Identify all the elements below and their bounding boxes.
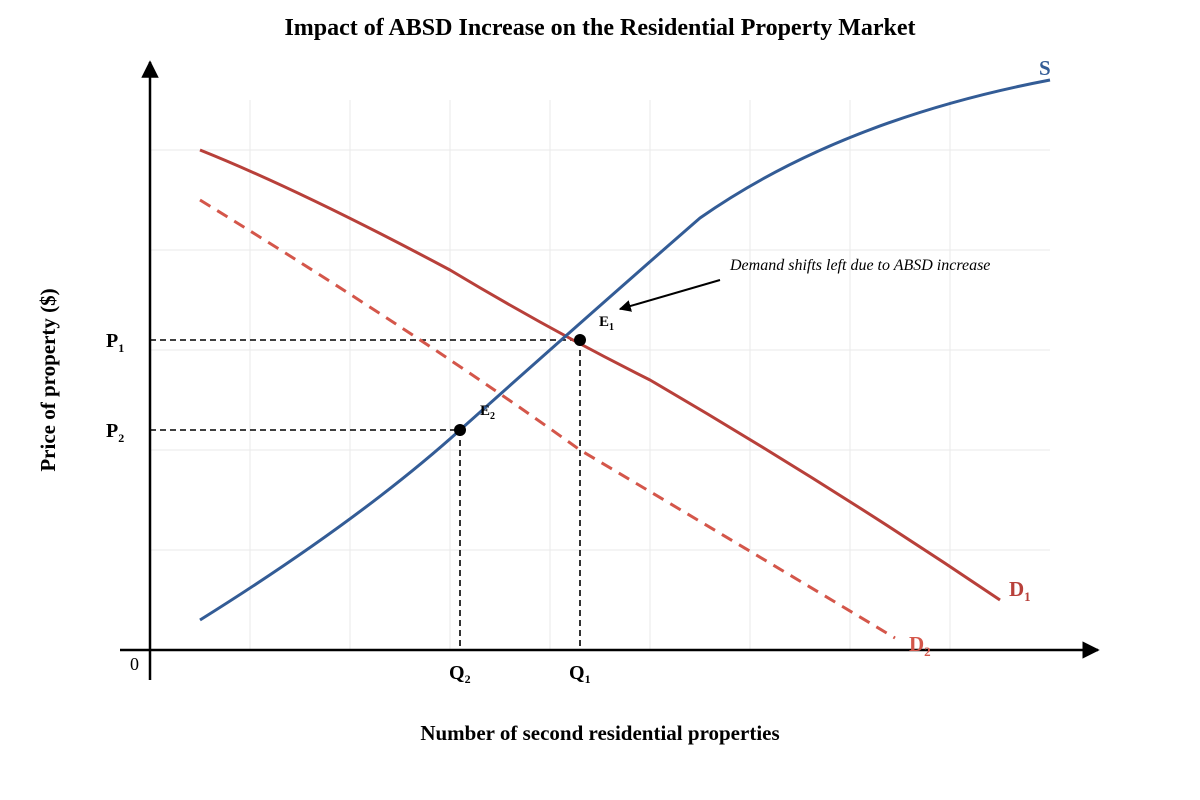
chart-title: Impact of ABSD Increase on the Residenti… bbox=[284, 15, 915, 41]
equilibrium-point-e1 bbox=[574, 334, 586, 346]
x-tick-q1-main: Q bbox=[569, 662, 585, 684]
y-tick-p1-sub: 1 bbox=[118, 341, 124, 355]
origin-label: 0 bbox=[130, 654, 139, 674]
y-tick-p1: P1 bbox=[106, 330, 124, 355]
point-label-e2: E2 bbox=[480, 403, 495, 422]
point-label-e2-main: E bbox=[480, 403, 490, 419]
demand-curve-d1 bbox=[199, 148, 1001, 602]
x-tick-q2: Q2 bbox=[449, 662, 471, 686]
point-label-e2-sub: 2 bbox=[490, 411, 495, 422]
demand-curve-d2 bbox=[199, 198, 896, 640]
y-tick-p2-main: P bbox=[106, 420, 118, 442]
y-tick-p2-sub: 2 bbox=[118, 431, 124, 445]
curve-label-d1: D1 bbox=[1009, 577, 1031, 604]
y-axis-title: Price of property ($) bbox=[36, 288, 60, 471]
y-tick-p2: P2 bbox=[106, 420, 124, 445]
x-tick-q2-main: Q bbox=[449, 662, 465, 684]
x-tick-q1: Q1 bbox=[569, 662, 591, 686]
point-label-e1-main: E bbox=[599, 314, 609, 330]
y-tick-p1-main: P bbox=[106, 330, 118, 352]
curve-label-d1-sub: 1 bbox=[1024, 589, 1031, 604]
curve-label-d2-main: D bbox=[909, 632, 924, 656]
point-label-e1-sub: 1 bbox=[609, 322, 614, 333]
curve-label-d2: D2 bbox=[909, 632, 931, 659]
x-axis-title: Number of second residential properties bbox=[420, 721, 779, 745]
curve-label-s-main: S bbox=[1039, 56, 1051, 80]
x-tick-q1-sub: 1 bbox=[585, 672, 591, 686]
annotation-arrow bbox=[618, 279, 721, 312]
equilibrium-point-e2 bbox=[454, 424, 466, 436]
annotation-text: Demand shifts left due to ABSD increase bbox=[729, 257, 990, 274]
curve-label-s: S bbox=[1039, 56, 1051, 80]
equilibrium-guides bbox=[150, 339, 581, 650]
point-label-e1: E1 bbox=[599, 314, 614, 333]
x-tick-q2-sub: 2 bbox=[465, 672, 471, 686]
curve-label-d2-sub: 2 bbox=[924, 644, 931, 659]
curve-label-d1-main: D bbox=[1009, 577, 1024, 601]
supply-curve bbox=[199, 78, 1051, 622]
grid bbox=[150, 100, 1050, 650]
